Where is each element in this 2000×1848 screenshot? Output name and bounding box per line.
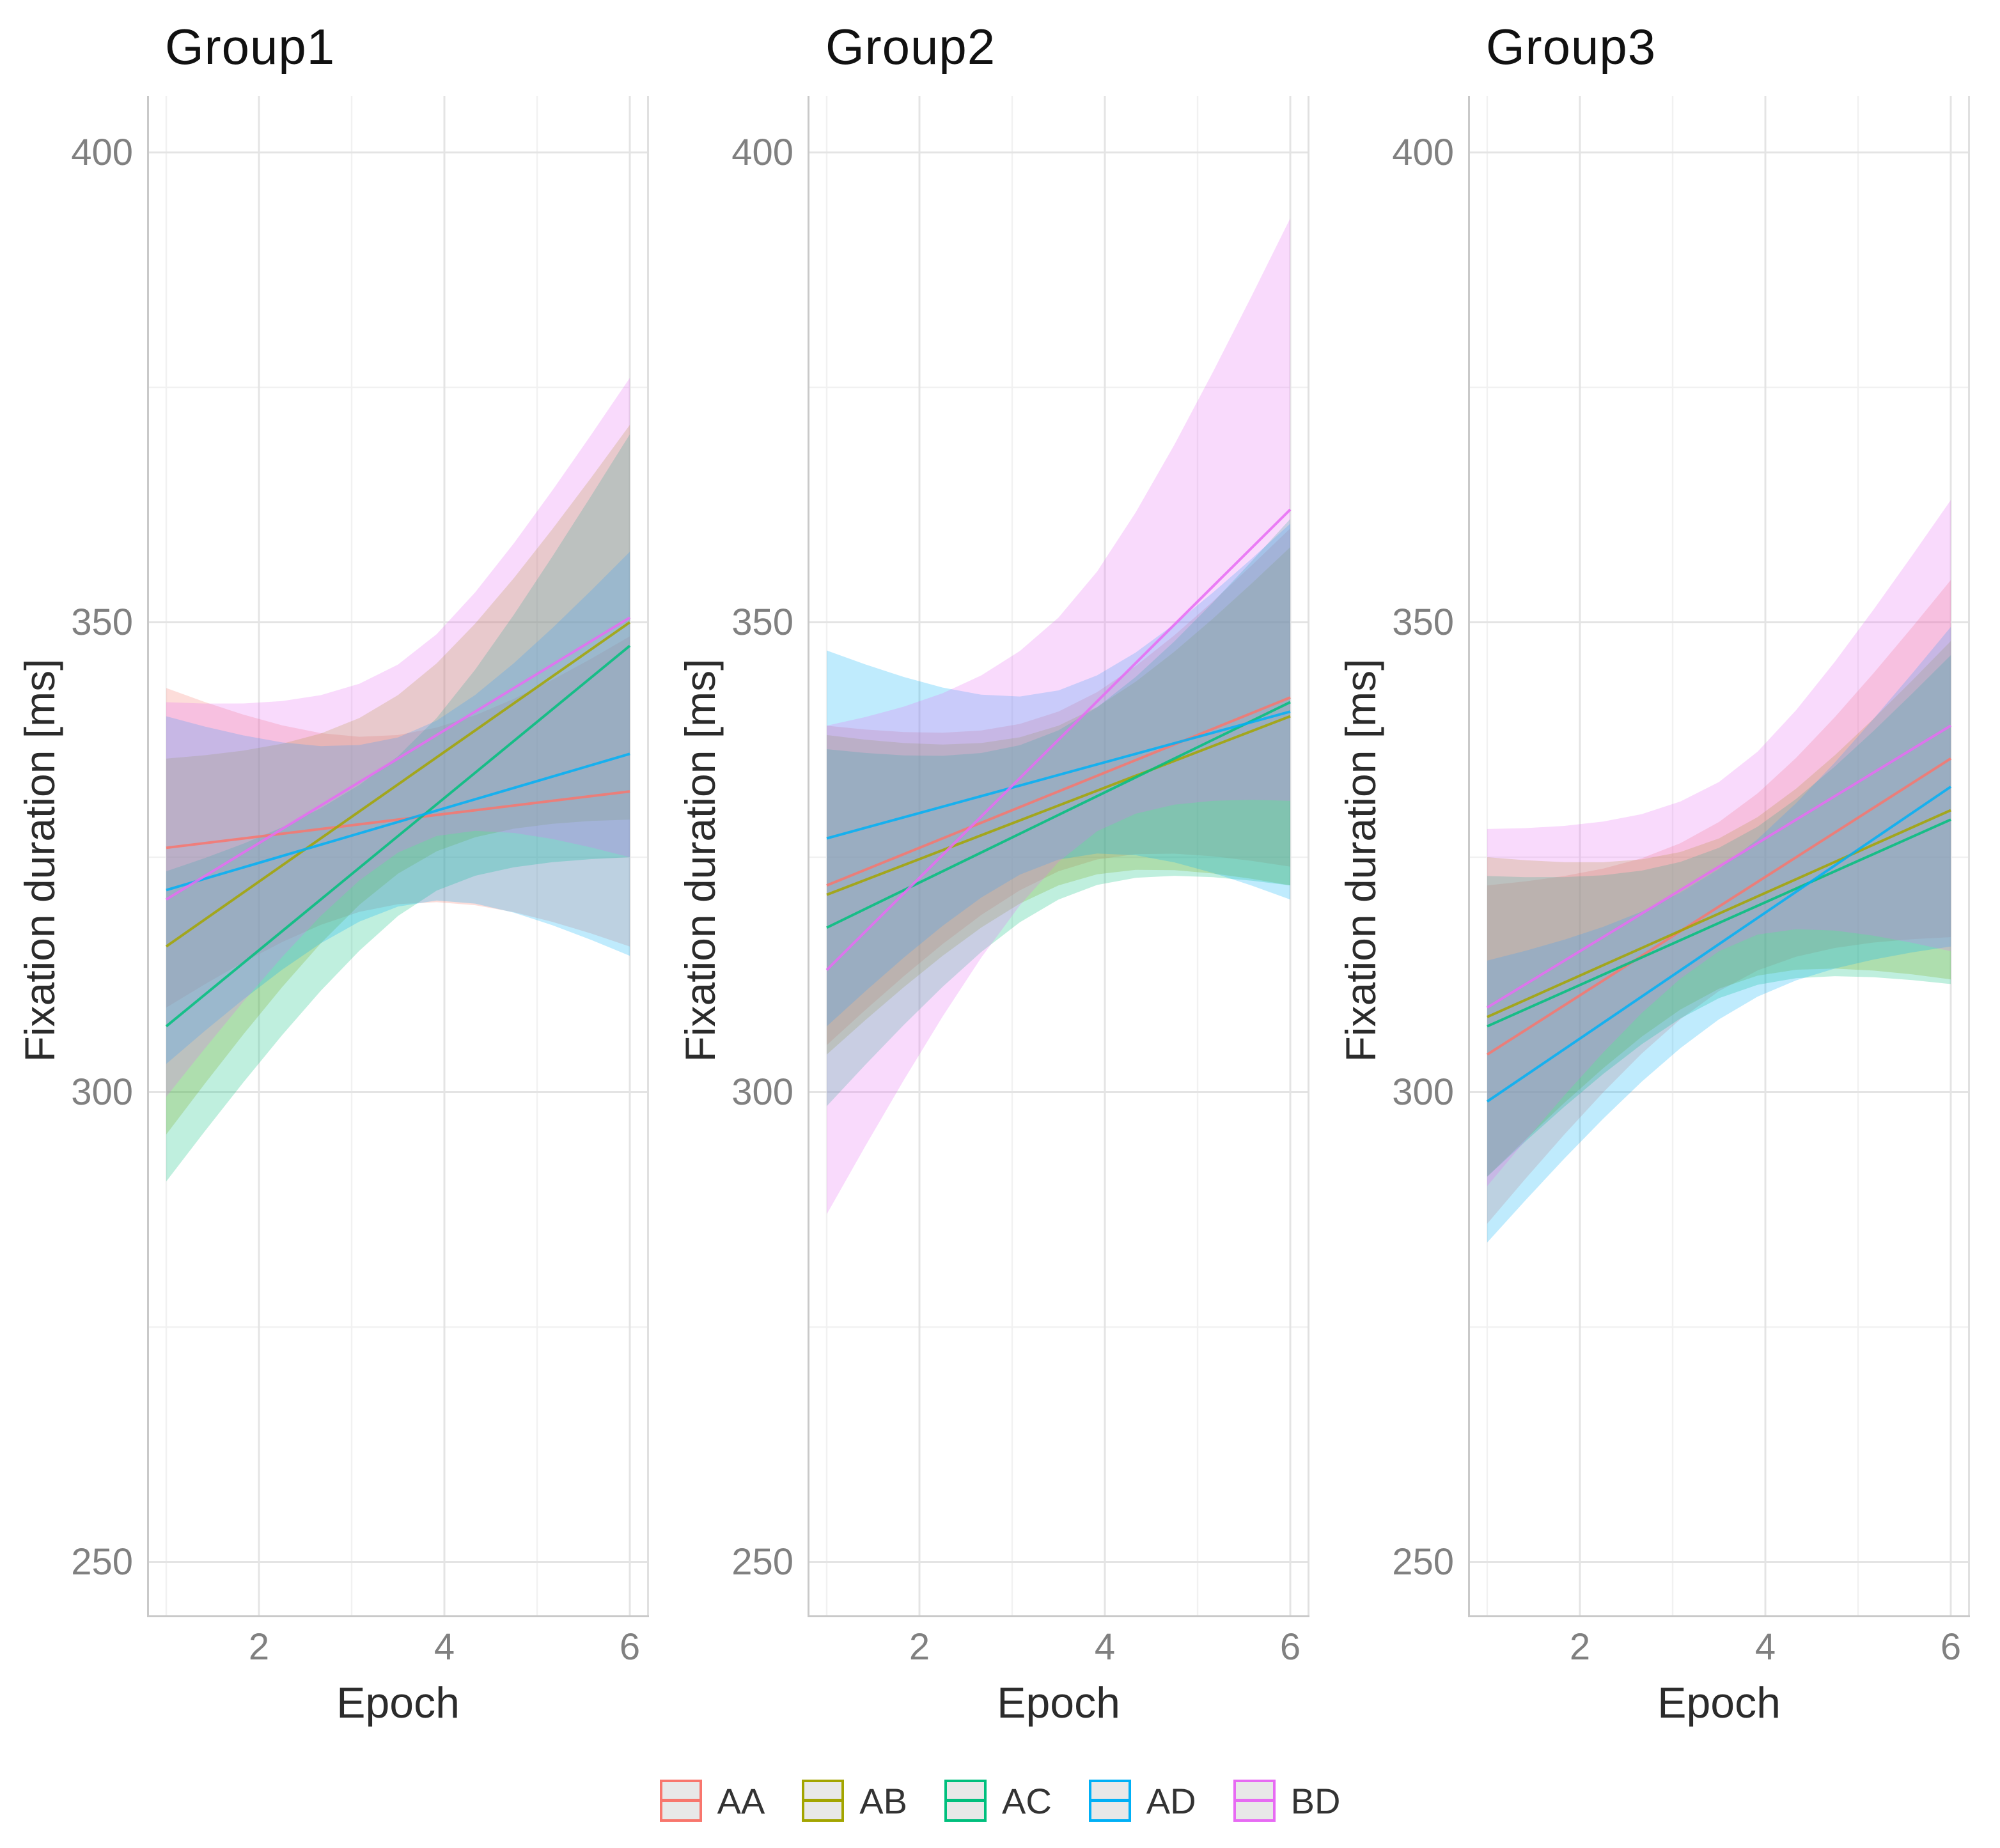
legend-key-swatch: [1088, 1780, 1131, 1822]
y-tick-label: 300: [731, 1071, 793, 1113]
x-tick-label: 4: [434, 1626, 455, 1668]
legend-label: AA: [717, 1780, 765, 1821]
legend-item-aa: AA: [659, 1780, 765, 1822]
y-tick-label: 250: [731, 1541, 793, 1583]
x-tick-label: 2: [248, 1626, 270, 1668]
line-bd-group1: [165, 616, 631, 901]
x-tick-label: 6: [619, 1626, 641, 1668]
legend-key-swatch: [944, 1780, 987, 1822]
ribbon-bd-group3: [1487, 500, 1951, 1186]
line-ad-group3: [1486, 786, 1952, 1103]
line-ad-group1: [166, 752, 630, 892]
legend-label: AB: [859, 1780, 907, 1821]
line-aa-group3: [1486, 757, 1952, 1056]
panel-group3: [1468, 96, 1970, 1617]
line-bd-group3: [1486, 724, 1952, 1009]
y-tick-label: 350: [1392, 601, 1454, 643]
y-tick-label: 250: [1392, 1541, 1454, 1583]
ribbon-ad-group1: [166, 552, 630, 1064]
line-aa-group1: [166, 790, 630, 850]
line-ab-group1: [165, 621, 631, 948]
y-axis-title: Fixation duration [ms]: [1337, 658, 1384, 1062]
facet-title: Group2: [825, 19, 996, 75]
facet-group3: Group3 Fixation duration [ms] 400 350 300 250…: [1321, 0, 1981, 1848]
x-axis-title: Epoch: [997, 1679, 1120, 1727]
legend-label: AD: [1146, 1780, 1196, 1821]
line-ac-group3: [1487, 818, 1951, 1028]
ribbon-ac-group3: [1487, 655, 1951, 1177]
ribbon-aa-group3: [1487, 580, 1951, 1224]
legend-key-line: [947, 1799, 984, 1802]
ribbon-ab-group1: [166, 424, 630, 1135]
x-tick-label: 6: [1940, 1626, 1962, 1668]
y-tick-label: 250: [71, 1541, 133, 1583]
ribbon-ac-group2: [827, 518, 1290, 1106]
line-ac-group1: [165, 644, 631, 1028]
x-tick-label: 2: [1569, 1626, 1591, 1668]
line-ab-group3: [1487, 809, 1951, 1018]
ribbon-ad-group3: [1487, 626, 1951, 1243]
y-tick-label: 300: [1392, 1071, 1454, 1113]
ribbon-ac-group1: [166, 434, 630, 1182]
y-tick-label: 350: [731, 601, 793, 643]
legend-label: AC: [1002, 1780, 1052, 1821]
y-axis-title: Fixation duration [ms]: [16, 658, 63, 1062]
ribbon-aa-group2: [827, 528, 1290, 1045]
y-tick-label: 400: [731, 131, 793, 173]
x-tick-label: 2: [909, 1626, 930, 1668]
ribbon-bd-group2: [827, 218, 1290, 1215]
panel-group2: [808, 96, 1309, 1617]
legend-key-line: [1235, 1799, 1273, 1802]
legend: AA AB AC AD BD: [0, 1772, 2000, 1829]
y-tick-label: 400: [71, 131, 133, 173]
legend-item-ab: AB: [802, 1780, 907, 1822]
legend-item-ad: AD: [1088, 1780, 1196, 1822]
facet-title: Group1: [165, 19, 336, 75]
ribbon-ab-group2: [827, 547, 1290, 1055]
y-tick-label: 350: [71, 601, 133, 643]
x-axis-title: Epoch: [336, 1679, 460, 1727]
legend-item-bd: BD: [1233, 1780, 1341, 1822]
facet-group2: Group2 Fixation duration [ms] 400 350 300 250…: [660, 0, 1321, 1848]
x-tick-label: 4: [1094, 1626, 1116, 1668]
legend-key-line: [1091, 1799, 1129, 1802]
legend-key-swatch: [802, 1780, 845, 1822]
x-tick-label: 4: [1754, 1626, 1776, 1668]
x-axis-title: Epoch: [1657, 1679, 1781, 1727]
facet-title: Group3: [1486, 19, 1657, 75]
line-aa-group2: [826, 696, 1291, 887]
legend-key-swatch: [659, 1780, 702, 1822]
y-tick-label: 300: [71, 1071, 133, 1113]
x-tick-label: 6: [1279, 1626, 1301, 1668]
line-ac-group2: [826, 701, 1291, 929]
panel-group1: [147, 96, 649, 1617]
line-bd-group2: [825, 508, 1292, 971]
y-axis-title: Fixation duration [ms]: [676, 658, 724, 1062]
legend-item-ac: AC: [944, 1780, 1052, 1822]
legend-label: BD: [1290, 1780, 1341, 1821]
y-tick-label: 400: [1392, 131, 1454, 173]
legend-key-swatch: [1233, 1780, 1276, 1822]
legend-key-line: [662, 1799, 699, 1802]
facet-group1: Group1 Fixation duration [ms] 400 350 300 250…: [0, 0, 660, 1848]
line-ab-group2: [826, 715, 1291, 896]
ribbon-ab-group3: [1487, 641, 1951, 1177]
line-ad-group2: [826, 710, 1291, 840]
ribbon-bd-group1: [166, 378, 630, 1097]
legend-key-line: [804, 1799, 842, 1802]
